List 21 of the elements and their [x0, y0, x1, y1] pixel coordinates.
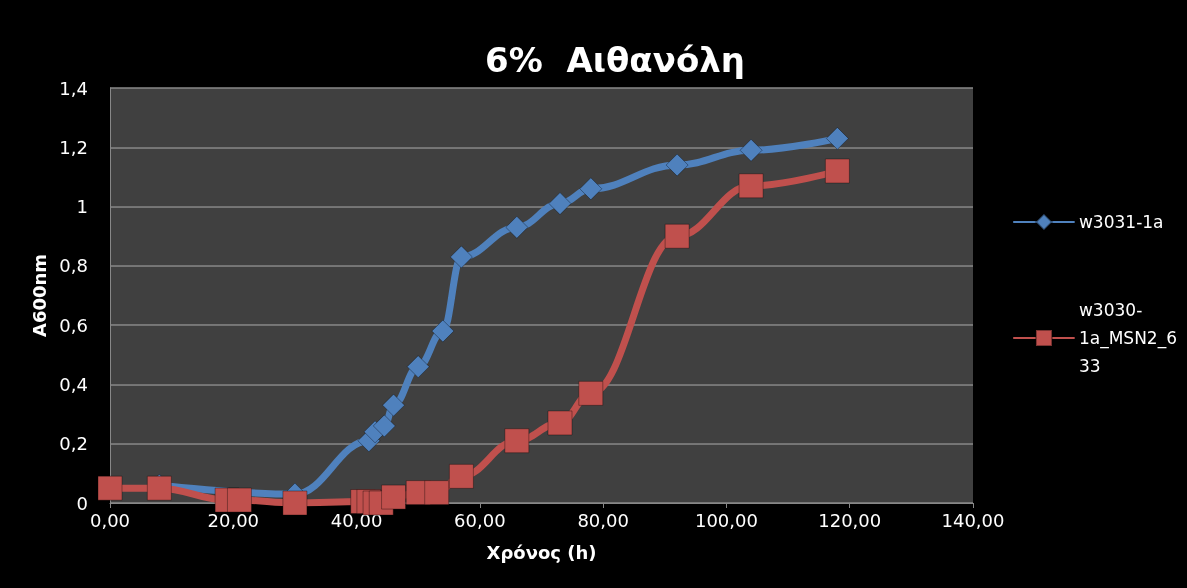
x-tick-label: 140,00 [941, 509, 1005, 531]
legend-label: w3031-1a [1078, 212, 1164, 232]
x-tick-label: 120,00 [818, 509, 882, 531]
chart-title: 6% Αιθανόλη [485, 40, 745, 80]
y-tick-label: 1 [76, 196, 88, 218]
y-tick-label: 0,8 [59, 255, 88, 277]
x-tick-label: 40,00 [330, 509, 383, 531]
y-tick-label: 1,2 [59, 136, 88, 158]
x-tick-label: 20,00 [207, 509, 260, 531]
x-tick-label: 80,00 [577, 509, 629, 531]
legend-label: w3030-1a_MSN2_633 [1078, 300, 1178, 376]
y-tick-label: 0 [76, 492, 88, 514]
x-axis-title: Χρόνος (h) [486, 541, 597, 563]
x-tick-label: 60,00 [454, 509, 506, 531]
y-tick-label: 0,2 [59, 433, 88, 455]
x-tick-label: 100,00 [694, 509, 758, 531]
y-tick-label: 1,4 [59, 77, 88, 99]
y-axis-title: A600nm [28, 253, 50, 338]
y-tick-label: 0,6 [59, 314, 88, 336]
y-tick-label: 0,4 [59, 373, 88, 395]
x-tick-label: 0,00 [89, 509, 131, 531]
